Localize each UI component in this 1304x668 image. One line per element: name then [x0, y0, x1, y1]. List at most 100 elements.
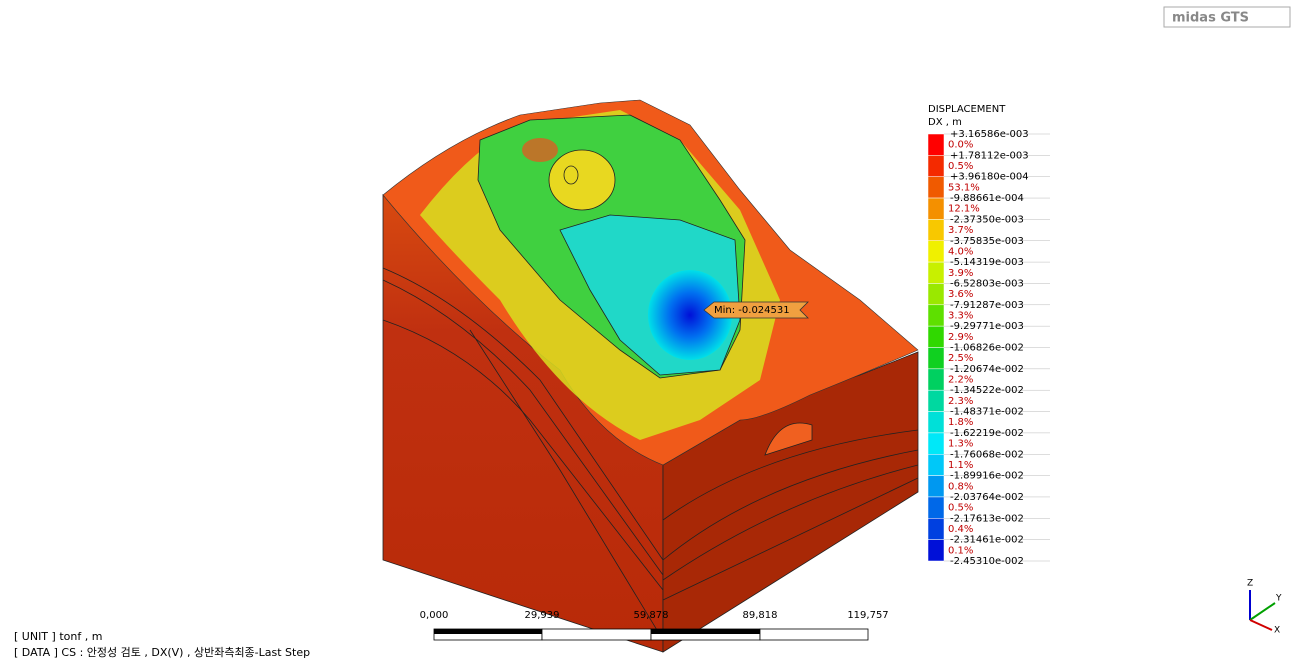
legend-percent: 1.3% — [948, 439, 973, 450]
legend-value: -1.76068e-002 — [950, 449, 1024, 460]
legend-band — [927, 133, 945, 156]
scale-label: 0,000 — [420, 610, 449, 621]
legend-band — [927, 261, 945, 284]
legend-percent: 1.1% — [948, 460, 973, 471]
axis-label: Y — [1275, 594, 1282, 604]
legend-band — [927, 518, 945, 540]
legend-value: +3.96180e-004 — [950, 172, 1029, 183]
scale-segment — [541, 628, 652, 641]
legend-title: DISPLACEMENT — [928, 104, 1006, 115]
legend-percent: 2.5% — [948, 353, 973, 364]
legend-band — [927, 197, 945, 220]
legend-band — [927, 411, 945, 434]
scale-fill — [434, 629, 542, 634]
tunnel — [764, 422, 813, 456]
layer-line — [662, 449, 919, 561]
layer-line — [662, 477, 919, 601]
legend-value: +3.16586e-003 — [950, 129, 1029, 140]
logo-box — [1163, 6, 1291, 28]
legend-band — [927, 368, 945, 391]
legend-value: -7.91287e-003 — [950, 300, 1024, 311]
legend-percent: 12.1% — [948, 204, 980, 215]
legend-value: -3.75835e-003 — [950, 236, 1024, 247]
min-label: Min: -0.024531 — [714, 305, 790, 316]
legend-percent: 0.4% — [948, 524, 973, 535]
legend-band — [927, 389, 945, 412]
legend-value: -1.48371e-002 — [950, 407, 1024, 418]
legend-percent: 3.6% — [948, 289, 973, 300]
axis-label: X — [1274, 626, 1280, 636]
legend-percent: 1.8% — [948, 417, 973, 428]
legend-value: -6.52803e-003 — [950, 278, 1024, 289]
scale-segment — [759, 628, 869, 641]
legend-band — [927, 325, 945, 348]
hot-spot — [522, 138, 558, 162]
legend-value: -9.29771e-003 — [950, 321, 1024, 332]
data-info: [ DATA ] CS : 안정성 검토 , DX(V) , 상반좌측최종-La… — [14, 646, 310, 659]
scale-label: 29,939 — [525, 610, 560, 621]
legend-percent: 2.2% — [948, 375, 973, 386]
unit-info: [ UNIT ] tonf , m — [14, 630, 102, 643]
legend-band — [927, 475, 945, 498]
scale-bar: 0,000 29,939 59,878 89,818 119,757 — [420, 610, 889, 641]
min-label-box — [703, 301, 809, 319]
axis-triad: Z Y X — [1247, 579, 1282, 636]
contour-ring — [548, 149, 616, 211]
axis-label: Z — [1247, 579, 1253, 589]
legend-subtitle: DX , m — [928, 117, 962, 128]
legend-value: -2.37350e-003 — [950, 214, 1024, 225]
legend-value: -1.20674e-002 — [950, 364, 1024, 375]
layers — [382, 267, 919, 641]
legend-percent: 2.3% — [948, 396, 973, 407]
layer-line — [662, 464, 919, 581]
legend-value: -1.34522e-002 — [950, 385, 1024, 396]
scale-label: 89,818 — [743, 610, 778, 621]
legend-band — [927, 432, 945, 455]
legend-value: -1.06826e-002 — [950, 343, 1024, 354]
legend-percent: 0.1% — [948, 545, 973, 556]
legend-band — [927, 304, 945, 327]
legend-band — [927, 219, 945, 241]
layer-line — [382, 279, 664, 576]
legend: 0.0% 0.5% 53.1% 12.1% 3.7% 4.0% 3.9% 3.6% 3.3% 2.… — [927, 129, 1050, 567]
legend-value: -2.31461e-002 — [950, 535, 1024, 546]
model — [382, 99, 919, 653]
legend-value: +1.78112e-003 — [950, 150, 1029, 161]
legend-band — [927, 155, 945, 177]
legend-percent: 0.8% — [948, 481, 973, 492]
legend-band — [927, 496, 945, 519]
legend-band — [927, 454, 945, 476]
legend-value: -1.89916e-002 — [950, 471, 1024, 482]
layer-line — [382, 267, 664, 561]
legend-value: -2.45310e-002 — [950, 556, 1024, 567]
min-zone — [648, 270, 732, 360]
legend-band — [927, 539, 945, 562]
y-axis — [1249, 602, 1276, 621]
legend-value: -1.62219e-002 — [950, 428, 1024, 439]
legend-value: -2.03764e-002 — [950, 492, 1024, 503]
layer-line — [662, 429, 919, 521]
min-marker: Min: -0.024531 — [703, 301, 809, 319]
legend-band — [927, 240, 945, 263]
legend-value: -9.88661e-004 — [950, 193, 1024, 204]
scale-label: 59,878 — [634, 610, 669, 621]
legend-value: -5.14319e-003 — [950, 257, 1024, 268]
legend-percent: 0.5% — [948, 503, 973, 514]
legend-band — [927, 283, 945, 306]
legend-percent: 53.1% — [948, 182, 980, 193]
logo-text: midas GTS — [1172, 11, 1249, 26]
contour-ring-inner — [563, 165, 579, 185]
legend-percent: 3.3% — [948, 310, 973, 321]
logo: midas GTS — [1163, 6, 1291, 28]
scale-fill — [651, 629, 760, 634]
legend-value: -2.17613e-002 — [950, 513, 1024, 524]
legend-percent: 0.5% — [948, 161, 973, 172]
legend-band — [927, 347, 945, 370]
x-axis — [1249, 619, 1273, 631]
layer-line — [469, 329, 664, 641]
legend-percent: 0.0% — [948, 140, 973, 151]
legend-percent: 3.7% — [948, 225, 973, 236]
legend-percent: 3.9% — [948, 268, 973, 279]
